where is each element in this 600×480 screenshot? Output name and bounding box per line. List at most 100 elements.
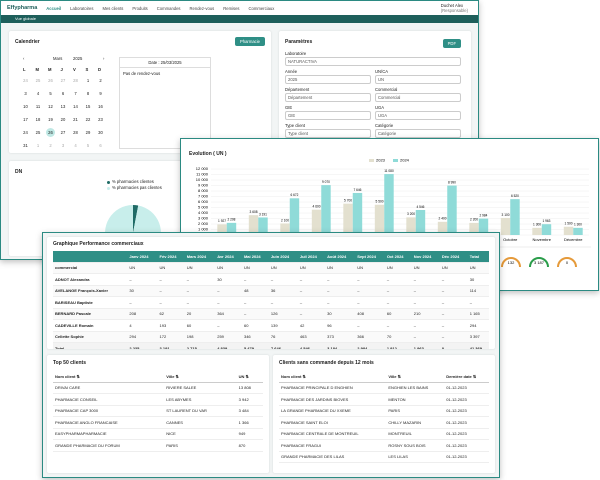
header-cell[interactable]: Déc 2024: [439, 251, 468, 263]
header-cell[interactable]: Oct 2024: [384, 251, 412, 263]
header-cell[interactable]: Nov 2024: [411, 251, 440, 263]
field-select[interactable]: Département: [285, 93, 371, 102]
bar: [500, 217, 511, 235]
day[interactable]: 3: [61, 143, 65, 148]
day[interactable]: 19: [48, 117, 53, 122]
header-cell[interactable]: Ville ⇅: [164, 371, 237, 383]
day[interactable]: 7: [74, 91, 77, 96]
day[interactable]: 16: [98, 104, 103, 109]
field-select[interactable]: UGA: [375, 111, 461, 120]
nav-item[interactable]: Commandes: [156, 5, 181, 11]
day[interactable]: 13: [60, 104, 66, 109]
nav-item[interactable]: Rendez-vous: [189, 5, 215, 11]
header-cell[interactable]: Juil 2024: [297, 251, 326, 263]
day[interactable]: 25: [35, 130, 41, 135]
day[interactable]: 17: [23, 117, 28, 122]
y-tick-label: 7 000: [198, 194, 209, 199]
cell: 2 715: [184, 342, 216, 349]
day[interactable]: 9: [99, 91, 102, 96]
day[interactable]: 14: [73, 104, 78, 109]
day[interactable]: 8: [86, 91, 90, 96]
field-select[interactable]: NATURACTIVA: [285, 57, 461, 66]
pdf-button[interactable]: PDF: [442, 39, 461, 48]
field-select[interactable]: UN: [375, 75, 461, 84]
header-cell[interactable]: Mai 2024: [241, 251, 269, 263]
day[interactable]: 11: [35, 104, 41, 109]
day[interactable]: 29: [85, 130, 91, 135]
header-cell[interactable]: Dernière date ⇅: [444, 371, 489, 383]
day[interactable]: 28: [73, 130, 78, 135]
cell: LA GRANDE PHARMACIE DU XXEME: [279, 405, 387, 417]
day[interactable]: 22: [85, 117, 91, 122]
cell: 13 808: [236, 382, 263, 394]
panel-title: Clients sans commande depuis 12 mois: [279, 360, 374, 366]
day[interactable]: 28: [73, 78, 78, 83]
cell: 30: [467, 273, 489, 286]
day[interactable]: 1: [36, 143, 40, 148]
day[interactable]: 26: [48, 78, 53, 83]
day[interactable]: 6: [99, 143, 102, 148]
header-cell[interactable]: Total: [467, 251, 489, 263]
day[interactable]: 23: [98, 117, 103, 122]
header-cell[interactable]: Sept 2024: [355, 251, 385, 263]
header-cell[interactable]: UN ⇅: [236, 371, 263, 383]
breadcrumb[interactable]: Vue globale: [15, 16, 36, 21]
field-select[interactable]: Type client: [285, 129, 371, 138]
header-cell[interactable]: Mars 2024: [184, 251, 216, 263]
table-row: PHARMACIE DES JARDINS BIOVES MENTON 01-12-…: [279, 393, 489, 406]
day[interactable]: 5: [49, 91, 52, 96]
field-select[interactable]: 2025: [285, 75, 371, 84]
field-select[interactable]: GIE: [285, 111, 371, 120]
header-cell[interactable]: Janv 2024: [127, 251, 158, 263]
day[interactable]: 25: [35, 78, 41, 83]
top-clients-panel: Top 50 clients Nom client ⇅ Ville ⇅ UN ⇅ DRI…: [47, 355, 269, 473]
day[interactable]: 30: [98, 130, 103, 135]
breadcrumb-bar: Vue globale: [1, 15, 478, 23]
header-cell[interactable]: Ville ⇅: [386, 371, 445, 383]
header-cell[interactable]: Nom client ⇅: [279, 371, 387, 383]
row-name: commercial: [53, 262, 128, 274]
pharmacie-button[interactable]: Pharmacie: [234, 37, 265, 46]
table-row: PHARMACIE CENTRALE DE MONTREUIL MONTREUIL…: [279, 428, 489, 440]
header-cell[interactable]: Juin 2024: [268, 251, 298, 263]
header-cell[interactable]: Fév 2024: [157, 251, 185, 263]
day[interactable]: 21: [73, 117, 78, 122]
cell: 949: [236, 428, 263, 440]
x-tick-label: Novembre: [533, 237, 552, 242]
day[interactable]: 31: [23, 143, 28, 148]
nav-item[interactable]: Laboratoires: [70, 5, 94, 11]
bar: [343, 203, 353, 235]
day[interactable]: 10: [23, 104, 28, 109]
day[interactable]: 26: [46, 128, 55, 137]
day[interactable]: 27: [60, 78, 66, 83]
nav-item[interactable]: Accueil: [46, 5, 62, 11]
day[interactable]: 2: [49, 143, 52, 148]
kpi-value: 132: [508, 260, 515, 265]
cell: NICE: [164, 428, 237, 440]
header-cell[interactable]: Avr 2024: [215, 251, 242, 263]
day[interactable]: 24: [23, 78, 28, 83]
day[interactable]: 6: [61, 91, 65, 96]
header-cell[interactable]: Août 2024: [325, 251, 356, 263]
day[interactable]: 15: [85, 104, 91, 109]
nav-item[interactable]: Produits: [132, 5, 148, 11]
field-select[interactable]: Catégorie: [375, 129, 461, 138]
day[interactable]: 24: [23, 130, 28, 135]
nav-item[interactable]: Commerciaux: [248, 5, 275, 11]
table-row: LA GRANDE PHARMACIE DU XXEME PARIS 01-12-2…: [279, 405, 489, 417]
field-select[interactable]: Commercial: [375, 93, 461, 102]
day[interactable]: 27: [60, 130, 66, 135]
table-row: commercial UN UN UN UN UN UN UN UN UN UN UN UN UN: [53, 262, 489, 274]
day[interactable]: 1: [86, 78, 90, 83]
day[interactable]: 4: [36, 91, 40, 96]
day[interactable]: 4: [74, 143, 77, 148]
day[interactable]: 5: [86, 143, 90, 148]
day[interactable]: 18: [35, 117, 41, 122]
nav-item[interactable]: Remises: [223, 5, 240, 11]
header-cell[interactable]: Nom client ⇅: [53, 371, 165, 383]
day[interactable]: 12: [48, 104, 53, 109]
day[interactable]: 20: [60, 117, 66, 122]
day[interactable]: 2: [99, 78, 102, 83]
day[interactable]: 3: [24, 91, 27, 96]
nav-item[interactable]: Mes clients: [102, 5, 124, 11]
